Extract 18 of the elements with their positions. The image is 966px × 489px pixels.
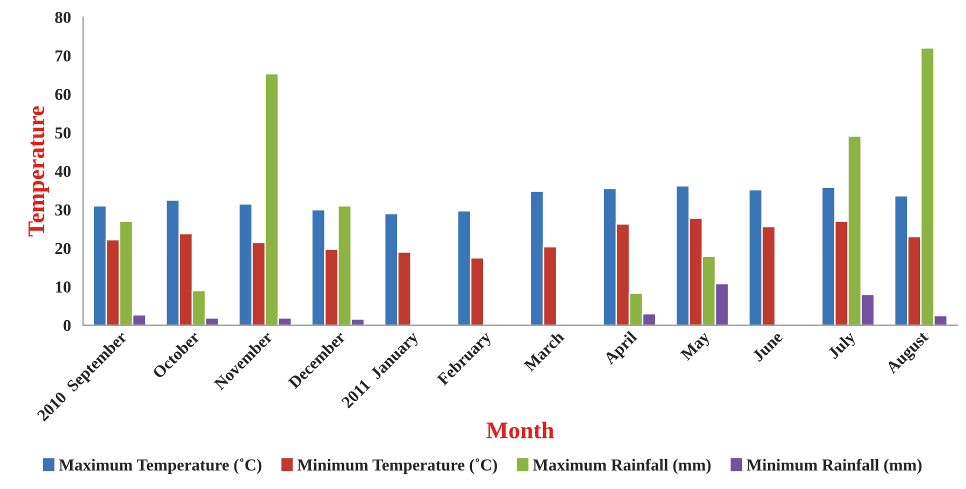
x-tick-label: July	[826, 330, 859, 362]
legend-label: Minimum Rainfall (mm)	[746, 458, 922, 474]
x-tick-label: June	[752, 330, 784, 362]
legend-label: Maximum Rainfall (mm)	[533, 458, 711, 474]
y-tick-label: 10	[56, 281, 71, 293]
x-axis-title: Month	[486, 422, 554, 438]
y-tick-label: 20	[55, 242, 71, 254]
y-axis-title: Temperature	[28, 106, 50, 236]
y-tick-label: 80	[55, 12, 71, 24]
y-tick-label: 0	[64, 320, 71, 332]
x-tick-label: May	[680, 330, 713, 364]
y-tick-label: 40	[54, 166, 71, 178]
legend-label: Minimum Temperature (˚C)	[297, 458, 497, 474]
y-tick-label: 30	[55, 204, 71, 216]
y-tick-label: 50	[55, 127, 71, 139]
y-tick-label: 60	[55, 88, 71, 100]
legend-label: Maximum Temperature (˚C)	[58, 458, 262, 474]
y-tick-label: 70	[56, 50, 71, 62]
